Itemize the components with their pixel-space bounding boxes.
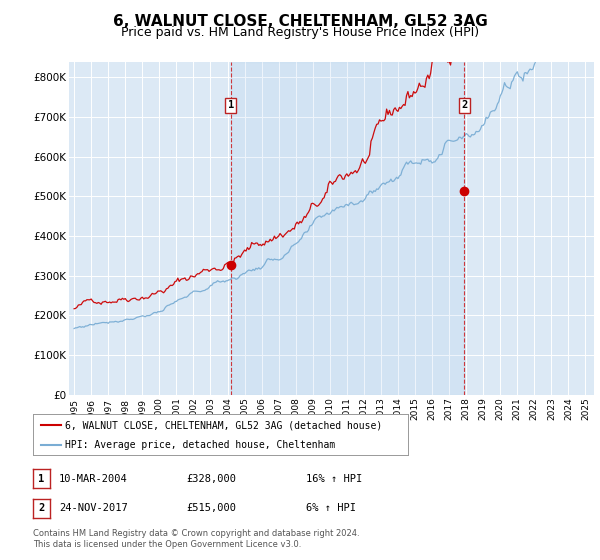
Text: 6, WALNUT CLOSE, CHELTENHAM, GL52 3AG (detached house): 6, WALNUT CLOSE, CHELTENHAM, GL52 3AG (d… — [65, 421, 382, 430]
Text: 16% ↑ HPI: 16% ↑ HPI — [306, 474, 362, 484]
Text: 6, WALNUT CLOSE, CHELTENHAM, GL52 3AG: 6, WALNUT CLOSE, CHELTENHAM, GL52 3AG — [113, 14, 487, 29]
Text: 6% ↑ HPI: 6% ↑ HPI — [306, 503, 356, 514]
Text: £328,000: £328,000 — [186, 474, 236, 484]
Text: HPI: Average price, detached house, Cheltenham: HPI: Average price, detached house, Chel… — [65, 440, 335, 450]
Text: 24-NOV-2017: 24-NOV-2017 — [59, 503, 128, 514]
Text: £515,000: £515,000 — [186, 503, 236, 514]
Text: Contains HM Land Registry data © Crown copyright and database right 2024.
This d: Contains HM Land Registry data © Crown c… — [33, 529, 359, 549]
Text: 10-MAR-2004: 10-MAR-2004 — [59, 474, 128, 484]
Text: 2: 2 — [38, 503, 44, 514]
Bar — [231, 62, 464, 395]
Text: Price paid vs. HM Land Registry's House Price Index (HPI): Price paid vs. HM Land Registry's House … — [121, 26, 479, 39]
Text: 1: 1 — [227, 100, 234, 110]
Text: 1: 1 — [38, 474, 44, 484]
Text: 2: 2 — [461, 100, 467, 110]
